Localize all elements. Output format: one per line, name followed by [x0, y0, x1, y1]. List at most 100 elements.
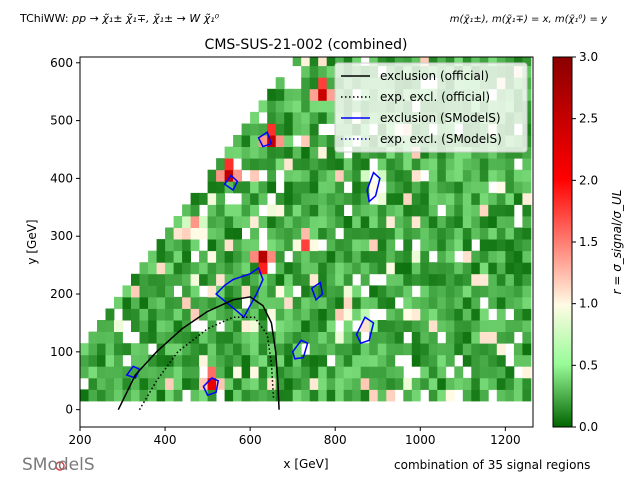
- heatmap-cell: [284, 343, 294, 356]
- heatmap-cell: [284, 227, 294, 240]
- heatmap-cell: [318, 77, 328, 90]
- heatmap-cell: [369, 227, 379, 240]
- heatmap-cell: [437, 262, 447, 275]
- heatmap-cell: [207, 204, 217, 217]
- colorbar-tick-label: 1.0: [579, 297, 598, 311]
- heatmap-cell: [479, 308, 489, 321]
- heatmap-cell: [267, 239, 277, 252]
- heatmap-cell: [216, 181, 225, 194]
- heatmap-cell: [156, 377, 166, 390]
- heatmap-cell: [216, 239, 225, 252]
- legend-label-exclusion-official: exclusion (official): [380, 69, 489, 83]
- heatmap-cell: [233, 308, 242, 321]
- heatmap-cell: [369, 181, 379, 194]
- heatmap-cell: [352, 192, 362, 205]
- heatmap-cell: [437, 343, 447, 356]
- heatmap-cell: [224, 354, 234, 367]
- heatmap-cell: [309, 308, 319, 321]
- heatmap-cell: [377, 377, 387, 390]
- heatmap-cell: [505, 227, 515, 240]
- heatmap-cell: [513, 320, 523, 332]
- heatmap-cell: [199, 296, 208, 309]
- heatmap-cell: [513, 273, 523, 286]
- heatmap-cell: [488, 227, 498, 240]
- heatmap-cell: [131, 389, 140, 402]
- heatmap-cell: [258, 262, 268, 275]
- heatmap-cell: [522, 343, 532, 356]
- heatmap-cell: [326, 77, 336, 90]
- heatmap-cell: [454, 239, 464, 252]
- heatmap-cell: [216, 308, 225, 321]
- heatmap-cell: [522, 239, 532, 252]
- colorbar-ticks: 0.0 0.5 1.0 1.5 2.0 2.5 3.0: [572, 50, 598, 434]
- heatmap-cell: [377, 331, 387, 344]
- heatmap-cell: [309, 111, 319, 124]
- heatmap-cell: [241, 285, 251, 298]
- heatmap-cell: [513, 181, 523, 194]
- heatmap-cell: [335, 331, 345, 344]
- heatmap-cell: [122, 308, 132, 321]
- heatmap-cell: [318, 88, 328, 101]
- heatmap-cell: [352, 204, 362, 217]
- heatmap-cell: [454, 262, 464, 275]
- heatmap-cell: [292, 100, 302, 113]
- official-expected-exclusion-line: [138, 316, 275, 411]
- heatmap-cell: [224, 343, 234, 356]
- heatmap-cell: [428, 354, 438, 367]
- heatmap-cell: [377, 366, 387, 379]
- heatmap-cell: [207, 192, 217, 205]
- heatmap-cell: [403, 285, 413, 298]
- heatmap-cell: [471, 331, 481, 344]
- heatmap-cell: [471, 343, 481, 356]
- heatmap-cell: [275, 296, 285, 309]
- heatmap-cell: [386, 389, 396, 402]
- heatmap-cell: [173, 273, 183, 286]
- heatmap-cell: [513, 285, 523, 298]
- heatmap-cell: [488, 331, 498, 344]
- heatmap-cell: [284, 331, 294, 344]
- heatmap-cell: [301, 146, 311, 159]
- heatmap-cell: [80, 354, 89, 367]
- heatmap-cell: [250, 181, 259, 194]
- heatmap-cell: [437, 239, 447, 252]
- heatmap-cell: [488, 354, 498, 367]
- heatmap-cell: [462, 273, 472, 286]
- heatmap-cell: [309, 250, 319, 263]
- heatmap-cell: [216, 204, 225, 217]
- heatmap-cell: [156, 389, 166, 402]
- signal-regions-note: combination of 35 signal regions: [394, 458, 590, 472]
- heatmap-cell: [326, 57, 336, 67]
- heatmap-cell: [318, 389, 328, 402]
- heatmap-cell: [369, 296, 379, 309]
- heatmap-cell: [258, 123, 268, 136]
- heatmap-cell: [513, 146, 523, 159]
- heatmap-cell: [343, 389, 353, 402]
- colorbar-tick-label: 2.5: [579, 112, 598, 126]
- heatmap-cell: [343, 239, 353, 252]
- heatmap-cell: [267, 250, 277, 263]
- heatmap-cell: [190, 273, 200, 286]
- heatmap-cell: [292, 262, 302, 275]
- heatmap-cell: [224, 204, 234, 217]
- heatmap-cell: [105, 366, 115, 379]
- heatmap-cell: [360, 343, 370, 356]
- heatmap-cell: [318, 262, 328, 275]
- heatmap-cell: [352, 331, 362, 344]
- heatmap-cell: [411, 57, 421, 67]
- heatmap-cell: [369, 146, 379, 159]
- heatmap-cell: [394, 227, 404, 240]
- heatmap-cell: [207, 262, 217, 275]
- heatmap-cell: [496, 227, 506, 240]
- heatmap-cell: [131, 285, 140, 298]
- heatmap-cell: [377, 216, 387, 228]
- heatmap-cell: [505, 57, 515, 67]
- heatmap-cell: [462, 354, 472, 367]
- heatmap-cell: [428, 285, 438, 298]
- heatmap-cell: [199, 343, 208, 356]
- x-axis-label: x [GeV]: [283, 457, 328, 471]
- heatmap-cell: [394, 158, 404, 171]
- heatmap-cell: [207, 273, 217, 286]
- heatmap-cell: [156, 296, 166, 309]
- heatmap-cell: [233, 366, 242, 379]
